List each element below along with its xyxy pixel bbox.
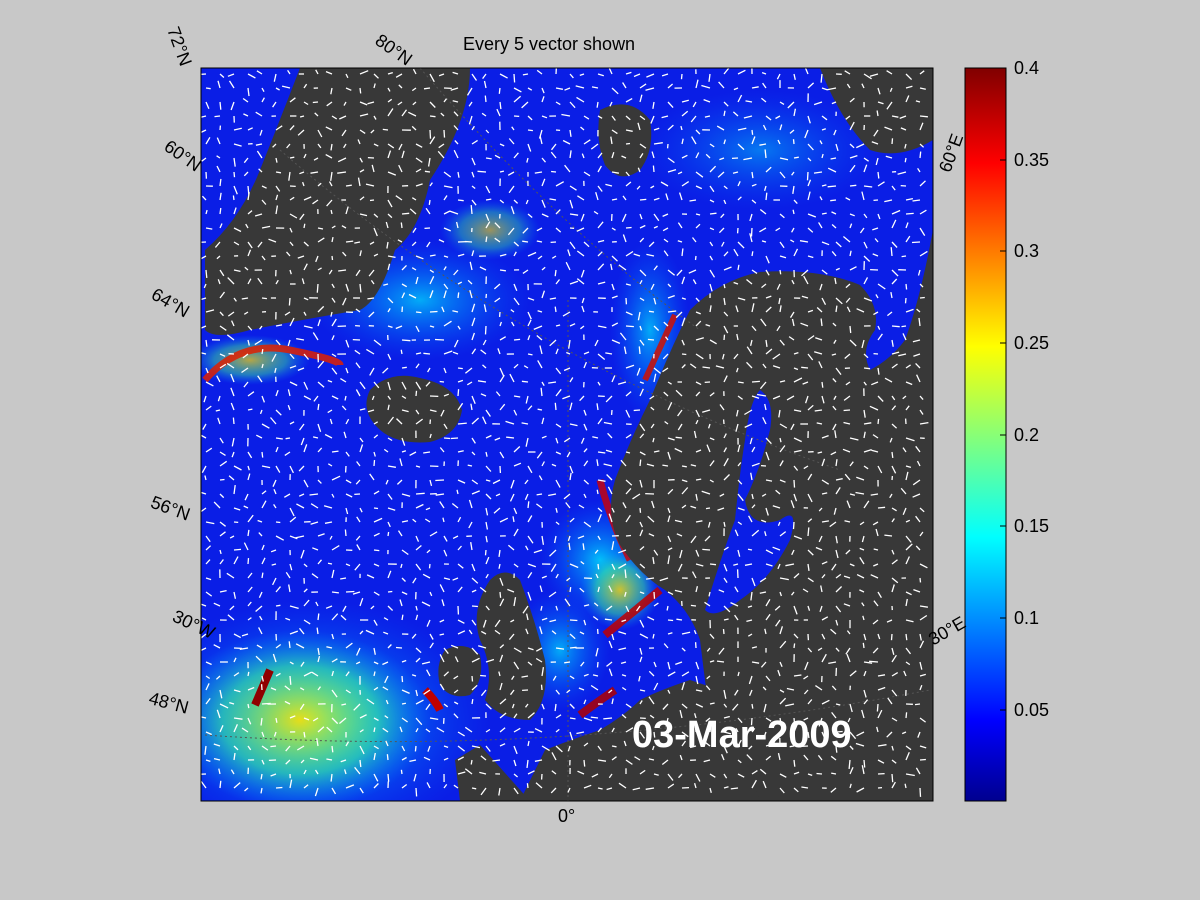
colorbar-tick-label: 0.25 [1014,333,1050,353]
colorbar [964,67,1007,802]
europe-land [520,680,760,801]
map-title: Every 5 vector shown [463,34,636,54]
velocity-vectors [201,68,929,797]
date-stamp: 03-Mar-2009 [632,714,852,756]
colorbar-tick-label: 0.3 [1014,241,1040,261]
colorbar-tick-label: 0.15 [1014,516,1050,536]
colorbar-tick-label: 0.4 [1014,58,1040,78]
graticule [204,68,931,801]
lon-label-0: 0° [558,806,576,826]
france-land [455,745,530,801]
colorbar-tick-label: 0.2 [1014,425,1040,445]
map-frame [200,67,934,802]
land-masses [205,68,933,801]
scandinavia-land [611,230,933,801]
greenland-land [205,68,470,335]
baltic-sea [705,390,794,614]
iceland-land [366,375,462,443]
colorbar-tick-label: 0.05 [1014,700,1050,720]
colorbar-tick-label: 0.35 [1014,150,1050,170]
great-britain-land [476,572,546,720]
colorbar-tick-label: 0.1 [1014,608,1040,628]
colorbar-ticks [1000,67,1006,711]
ireland-land [438,646,482,697]
svalbard-land [598,104,652,177]
map-area [201,68,933,801]
